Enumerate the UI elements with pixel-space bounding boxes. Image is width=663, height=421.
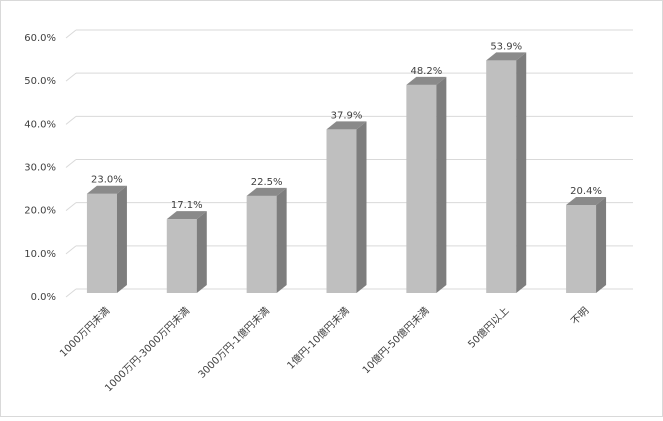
value-label: 22.5% <box>251 177 283 188</box>
bar-front <box>486 60 517 293</box>
value-label: 37.9% <box>331 110 363 121</box>
bar <box>166 211 207 293</box>
y-tick-label: 30.0% <box>24 163 56 174</box>
y-tick-label: 50.0% <box>24 76 56 87</box>
bar-side <box>116 185 127 293</box>
bar-front <box>326 129 357 293</box>
grid-line <box>65 29 77 39</box>
grid-line <box>65 202 77 212</box>
grid-line <box>65 115 77 125</box>
bar-top <box>86 185 127 194</box>
bar-side <box>436 76 447 293</box>
y-tick-label: 20.0% <box>24 206 56 217</box>
y-tick-label: 0.0% <box>31 292 56 303</box>
bar-side <box>516 52 527 293</box>
bar-top <box>246 187 287 196</box>
bar <box>486 52 527 293</box>
grid-line <box>65 72 77 82</box>
y-tick-label: 40.0% <box>24 119 56 130</box>
bar-front <box>566 204 597 293</box>
bar <box>566 196 607 293</box>
bar <box>406 76 447 293</box>
grid-line <box>65 288 77 298</box>
bar-side <box>356 121 367 293</box>
bar-top <box>566 196 607 205</box>
bar-top <box>486 52 527 61</box>
bar-front <box>86 193 117 293</box>
bar-top <box>406 76 447 85</box>
value-label: 23.0% <box>91 175 123 186</box>
value-label: 20.4% <box>570 186 602 197</box>
bar-top <box>166 211 207 220</box>
bar <box>246 187 287 293</box>
grid-line <box>65 245 77 255</box>
bar-front <box>246 195 277 293</box>
bar-side <box>596 196 607 293</box>
bar <box>86 185 127 293</box>
value-label: 53.9% <box>490 41 522 52</box>
bar-side <box>196 211 207 293</box>
y-tick-label: 60.0% <box>24 33 56 44</box>
grid-line <box>65 159 77 168</box>
value-label: 17.1% <box>171 200 203 211</box>
value-label: 48.2% <box>410 66 442 77</box>
bar-side <box>276 187 287 293</box>
y-tick-label: 10.0% <box>24 249 56 260</box>
bar-front <box>166 219 197 293</box>
bar <box>326 121 367 293</box>
bar-top <box>326 121 367 130</box>
bar-front <box>406 84 437 293</box>
